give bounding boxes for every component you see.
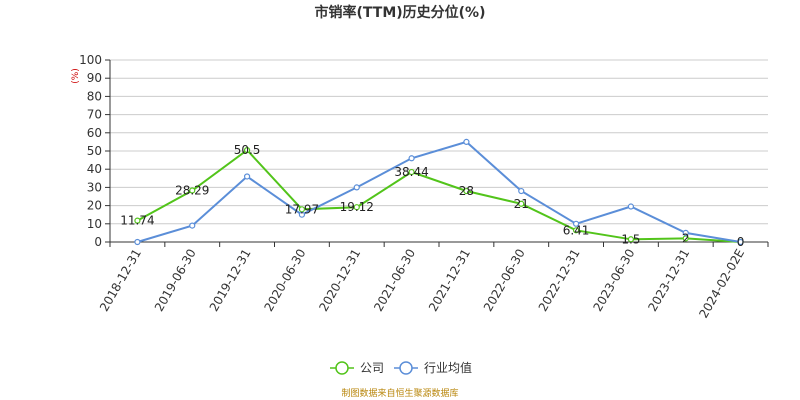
data-label: 11.74 [120, 214, 154, 228]
y-tick-label: 0 [94, 235, 102, 249]
data-point[interactable] [189, 222, 196, 229]
x-tick-label: 2018-12-31 [97, 247, 144, 314]
data-point[interactable] [134, 238, 141, 246]
legend-item-industry-average[interactable]: 行业均值 [394, 360, 472, 375]
series-points [134, 138, 744, 246]
series-lines [136, 140, 741, 243]
y-tick-label: 10 [87, 217, 102, 231]
y-tick-label: 60 [87, 126, 102, 140]
legend-label-industry-average: 行业均值 [424, 360, 472, 375]
data-label: 28 [459, 184, 474, 198]
x-axis-ticks: 2018-12-31 2019-06-30 2019-12-31 2020-06-30… [97, 242, 769, 321]
data-point[interactable] [463, 187, 470, 195]
data-point[interactable] [518, 200, 525, 207]
data-point[interactable] [408, 155, 415, 162]
data-point[interactable] [353, 184, 360, 191]
data-point[interactable] [572, 227, 580, 234]
data-point[interactable] [134, 217, 141, 224]
data-label: 17.97 [285, 202, 319, 216]
y-tick-label: 30 [87, 180, 102, 194]
grid-lines [110, 59, 768, 225]
y-axis-ticks: 0 10 20 30 40 50 60 70 80 90 100 [79, 53, 110, 249]
y-tick-label: 50 [87, 144, 102, 158]
chart-title: 市销率(TTM)历史分位(%) [315, 4, 486, 21]
y-axis-unit: (%) [71, 68, 81, 84]
x-tick-label: 2022-06-30 [481, 247, 528, 314]
data-point[interactable] [243, 173, 251, 180]
x-tick-label: 2019-06-30 [152, 247, 199, 314]
x-tick-label: 2024-02-02E [696, 247, 747, 321]
y-tick-label: 40 [87, 162, 102, 176]
data-label: 2 [682, 231, 690, 245]
x-tick-label: 2019-12-31 [207, 247, 254, 314]
y-tick-label: 80 [87, 89, 102, 103]
data-point[interactable] [518, 187, 525, 195]
data-point[interactable] [298, 211, 306, 218]
data-point[interactable] [408, 168, 415, 176]
data-label: 50.5 [234, 143, 261, 157]
data-label: 28.29 [175, 184, 209, 198]
legend-item-company[interactable]: 公司 [330, 361, 384, 375]
x-tick-label: 2022-12-31 [536, 247, 583, 314]
data-point[interactable] [189, 187, 196, 194]
y-tick-label: 70 [87, 108, 102, 122]
data-point[interactable] [572, 220, 580, 227]
x-tick-label: 2020-12-31 [316, 247, 363, 314]
x-tick-label: 2023-06-30 [591, 247, 638, 314]
data-label: 38.44 [394, 165, 428, 179]
data-point[interactable] [627, 236, 635, 243]
data-label: 1.5 [621, 232, 640, 246]
legend-label-company: 公司 [360, 361, 384, 375]
data-labels: 11.74 28.29 50.5 17.97 19.12 38.44 28 21 6.41 1.5… [120, 143, 744, 249]
x-tick-label: 2021-12-31 [426, 247, 473, 314]
data-point[interactable] [737, 238, 744, 246]
data-source-note: 制图数据来自恒生聚源数据库 [341, 387, 458, 399]
data-label: 6.41 [563, 223, 590, 237]
data-point[interactable] [243, 146, 251, 154]
data-label: 21 [514, 197, 529, 211]
data-label: 19.12 [340, 200, 374, 214]
data-point[interactable] [682, 229, 689, 236]
x-tick-label: 2020-06-30 [262, 247, 309, 314]
y-tick-label: 90 [87, 71, 102, 85]
series-line-1 [137, 140, 741, 243]
data-point[interactable] [627, 203, 635, 210]
data-point[interactable] [353, 204, 360, 211]
data-point[interactable] [463, 138, 470, 145]
data-label: 0 [737, 235, 745, 249]
y-tick-label: 100 [79, 53, 102, 67]
x-tick-label: 2021-06-30 [371, 247, 418, 314]
series-line-0 [136, 148, 741, 243]
x-tick-label: 2023-12-31 [645, 247, 692, 314]
legend: 公司 行业均值 [330, 360, 472, 375]
y-tick-label: 20 [87, 199, 102, 213]
